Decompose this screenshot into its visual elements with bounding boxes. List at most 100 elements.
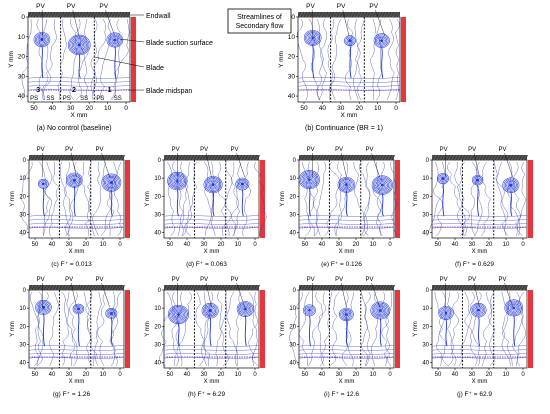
streamlines [431,291,528,367]
endwall-hatch [97,284,102,291]
streamline [163,222,260,225]
vortex-ring [206,178,220,191]
vortex-ring [379,182,386,188]
blade-bar [125,290,130,368]
passage-label: SS [80,96,88,102]
endwall-hatch [55,284,60,291]
y-tick-label: 0 [21,14,25,21]
endwall-hatch [205,154,210,161]
endwall-hatch [509,284,514,291]
endwall-hatch [67,154,72,161]
legend-box: Streamlines of Secondary flow [227,8,292,34]
vortex-ring [240,182,245,186]
panel-d: PV PV PV 0 10 20 30 40 Y mm 50 40 30 20 10 0 X mm (d) F⁺… [145,147,267,268]
streamline [39,161,52,237]
x-tick-label: 20 [486,242,493,248]
endwall-hatch [485,154,490,161]
endwall-hatch [349,284,354,291]
endwall-fill [432,285,527,290]
endwall-hatch [485,284,490,291]
streamline [327,18,336,101]
vortex-core [477,308,480,312]
vortex-leg [379,318,382,347]
endwall-hatch [66,11,71,18]
streamline [163,344,260,347]
endwall-hatch [325,284,330,291]
streamline [231,161,240,237]
vortex-core [308,309,311,312]
endwall-hatch [521,284,526,291]
vortex-ring [72,178,77,182]
endwall-hatch [115,284,120,291]
pv-pointer [504,152,513,178]
endwall-hatch [217,284,222,291]
vortex-ring [70,37,88,53]
streamline [447,291,457,367]
endwall-hatch [76,154,81,161]
vortex-ring [102,174,120,191]
vortex-leg [308,187,311,217]
y-tick-label: 0 [158,158,162,164]
vortex-2 [337,176,356,217]
x-tick-label: 40 [184,242,191,248]
vortex-ring [107,179,115,186]
vortex-leg [345,320,348,347]
endwall-bar [163,154,261,161]
x-tick-label: 30 [469,242,476,248]
x-tick-label: 50 [32,242,39,248]
vortex-leg [110,317,113,347]
pv-label: PV [65,147,73,153]
endwall-hatch [181,284,186,291]
vortex-ring [175,178,180,184]
endwall-hatch [300,11,305,18]
streamline [496,161,509,237]
vortex-ring [439,175,447,182]
vortices [436,173,520,217]
vortex-ring [473,305,484,315]
pv-label: PV [499,277,507,283]
endwall-hatch [111,11,116,18]
endwall-hatch [244,154,249,161]
vortex-ring [171,308,186,321]
endwall-hatch [27,11,32,18]
streamline [27,88,131,91]
endwall-bar [28,284,126,291]
endwall-hatch [232,284,237,291]
panel-i: PV PV PV 0 10 20 30 40 Y mm 50 40 30 20 10 0 X mm (i) F⁺… [280,277,400,398]
x-tick-label: 30 [66,372,73,378]
endwall-hatch [500,284,505,291]
vortex-core [381,183,384,187]
endwall-hatch [94,154,99,161]
endwall-hatch [67,284,72,291]
y-axis-label: Y mm [145,321,151,337]
endwall-hatch [352,154,357,161]
pv-pointer [101,282,110,308]
endwall-hatch [440,154,445,161]
streamline [361,291,371,367]
x-tick-label: 30 [66,242,73,248]
y-tick-label: 0 [293,158,297,164]
endwall-hatch [120,11,125,18]
vortex-ring [345,36,355,45]
panel-caption: (b) Continuance (BR = 1) [305,125,383,132]
endwall-hatch [367,154,372,161]
vortex-ring [40,37,44,42]
panel-g: PV PV PV 0 10 20 30 40 Y mm 50 40 30 20 10 0 X mm (g) F⁺… [10,277,130,398]
x-tick-label: 0 [118,372,122,378]
endwall-hatch [336,11,341,18]
streamline [41,18,57,101]
vortex-ring [375,179,390,192]
endwall-hatch [91,284,96,291]
endwall-bar [297,11,401,18]
endwall-hatch [94,284,99,291]
x-tick-label: 20 [83,372,90,378]
vortex-core [380,39,384,42]
endwall-hatch [379,284,384,291]
vortex-ring [378,308,383,313]
streamline [298,218,395,221]
endwall-hatch [318,11,323,18]
streamline [383,291,392,367]
vortex-2 [201,303,219,347]
vortex-leg [42,313,45,347]
endwall-hatch [473,284,478,291]
